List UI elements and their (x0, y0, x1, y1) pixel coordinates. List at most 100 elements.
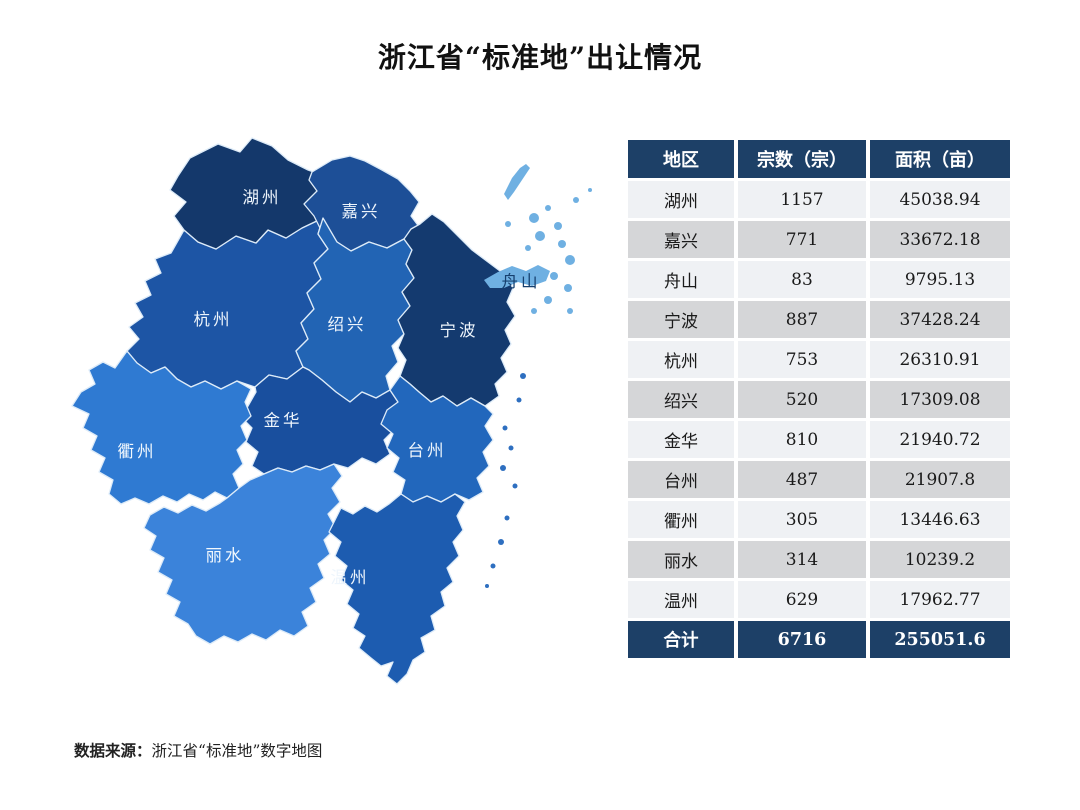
cell-count: 1157 (738, 181, 866, 218)
table-header-row: 地区 宗数（宗） 面积（亩） (628, 140, 1010, 178)
coastal-islets (485, 373, 526, 588)
cell-count: 83 (738, 261, 866, 298)
island (564, 284, 572, 292)
island (567, 308, 573, 314)
table-row: 舟山 83 9795.13 (628, 261, 1010, 298)
map-label-quzhou: 衢州 (118, 441, 157, 461)
map-label-wenzhou: 温州 (331, 568, 370, 587)
cell-region: 舟山 (628, 261, 734, 298)
cell-count: 810 (738, 421, 866, 458)
table-row: 杭州 753 26310.91 (628, 341, 1010, 378)
map-svg: 湖州 嘉兴 舟山 宁波 杭州 绍兴 金华 台州 衢州 丽水 温州 (71, 137, 592, 685)
total-area: 255051.6 (870, 621, 1010, 658)
island (545, 205, 551, 211)
column-header-count: 宗数（宗） (738, 140, 866, 178)
zhejiang-choropleth-map: 湖州 嘉兴 舟山 宁波 杭州 绍兴 金华 台州 衢州 丽水 温州 (60, 130, 600, 690)
map-label-taizhou: 台州 (408, 441, 447, 460)
table-row: 衢州 305 13446.63 (628, 501, 1010, 538)
island (505, 221, 511, 227)
data-source-note: 数据来源：浙江省“标准地”数字地图 (74, 739, 322, 761)
island (573, 197, 579, 203)
island (531, 308, 537, 314)
map-label-jiaxing: 嘉兴 (342, 202, 381, 221)
table-row: 金华 810 21940.72 (628, 421, 1010, 458)
map-label-ningbo: 宁波 (440, 321, 479, 340)
zhoushan-archipelago (484, 164, 592, 314)
cell-count: 887 (738, 301, 866, 338)
map-label-lishui: 丽水 (206, 546, 245, 565)
cell-region: 衢州 (628, 501, 734, 538)
region-hangzhou (126, 217, 329, 390)
cell-area: 21940.72 (870, 421, 1010, 458)
cell-count: 314 (738, 541, 866, 578)
table-row: 宁波 887 37428.24 (628, 301, 1010, 338)
region-zhoushan (484, 265, 550, 288)
table-row: 嘉兴 771 33672.18 (628, 221, 1010, 258)
island (504, 164, 530, 200)
table-row: 温州 629 17962.77 (628, 581, 1010, 618)
cell-area: 45038.94 (870, 181, 1010, 218)
cell-region: 嘉兴 (628, 221, 734, 258)
region-lishui (143, 463, 343, 645)
island (529, 213, 539, 223)
islet (485, 584, 489, 588)
cell-area: 17309.08 (870, 381, 1010, 418)
islet (502, 425, 508, 431)
cell-area: 33672.18 (870, 221, 1010, 258)
table-total-row: 合计 6716 255051.6 (628, 621, 1010, 658)
islet (490, 563, 496, 569)
cell-region: 温州 (628, 581, 734, 618)
cell-count: 520 (738, 381, 866, 418)
column-header-region: 地区 (628, 140, 734, 178)
island (525, 245, 531, 251)
page-title: 浙江省“标准地”出让情况 (377, 41, 703, 74)
map-label-zhoushan: 舟山 (502, 272, 541, 291)
islet (498, 539, 504, 545)
cell-region: 杭州 (628, 341, 734, 378)
island (544, 296, 552, 304)
cell-region: 丽水 (628, 541, 734, 578)
cell-area: 21907.8 (870, 461, 1010, 498)
cell-region: 台州 (628, 461, 734, 498)
islet (512, 483, 518, 489)
island (588, 188, 592, 192)
islet (516, 397, 522, 403)
data-source-text: 浙江省“标准地”数字地图 (151, 742, 323, 760)
island (535, 231, 545, 241)
table-row: 绍兴 520 17309.08 (628, 381, 1010, 418)
cell-area: 26310.91 (870, 341, 1010, 378)
total-label: 合计 (628, 621, 734, 658)
cell-count: 771 (738, 221, 866, 258)
table-row: 丽水 314 10239.2 (628, 541, 1010, 578)
islet (520, 373, 526, 379)
region-jinhua (241, 366, 399, 475)
region-taizhou (380, 375, 494, 503)
cell-region: 金华 (628, 421, 734, 458)
islet (504, 515, 510, 521)
cell-count: 753 (738, 341, 866, 378)
land-transfer-table: 地区 宗数（宗） 面积（亩） 湖州 1157 45038.94 嘉兴 771 3… (624, 137, 1014, 661)
cell-region: 绍兴 (628, 381, 734, 418)
table-row: 湖州 1157 45038.94 (628, 181, 1010, 218)
cell-region: 湖州 (628, 181, 734, 218)
table-row: 台州 487 21907.8 (628, 461, 1010, 498)
islet (500, 465, 506, 471)
map-label-shaoxing: 绍兴 (328, 315, 367, 334)
cell-count: 305 (738, 501, 866, 538)
island (558, 240, 566, 248)
islet (508, 445, 514, 451)
island (565, 255, 575, 265)
island (554, 222, 562, 230)
region-ningbo (397, 213, 516, 407)
cell-area: 9795.13 (870, 261, 1010, 298)
cell-area: 37428.24 (870, 301, 1010, 338)
cell-area: 13446.63 (870, 501, 1010, 538)
data-source-label: 数据来源： (74, 741, 152, 760)
region-quzhou (71, 350, 252, 505)
map-label-huzhou: 湖州 (243, 188, 282, 207)
cell-area: 17962.77 (870, 581, 1010, 618)
total-count: 6716 (738, 621, 866, 658)
cell-region: 宁波 (628, 301, 734, 338)
cell-count: 629 (738, 581, 866, 618)
